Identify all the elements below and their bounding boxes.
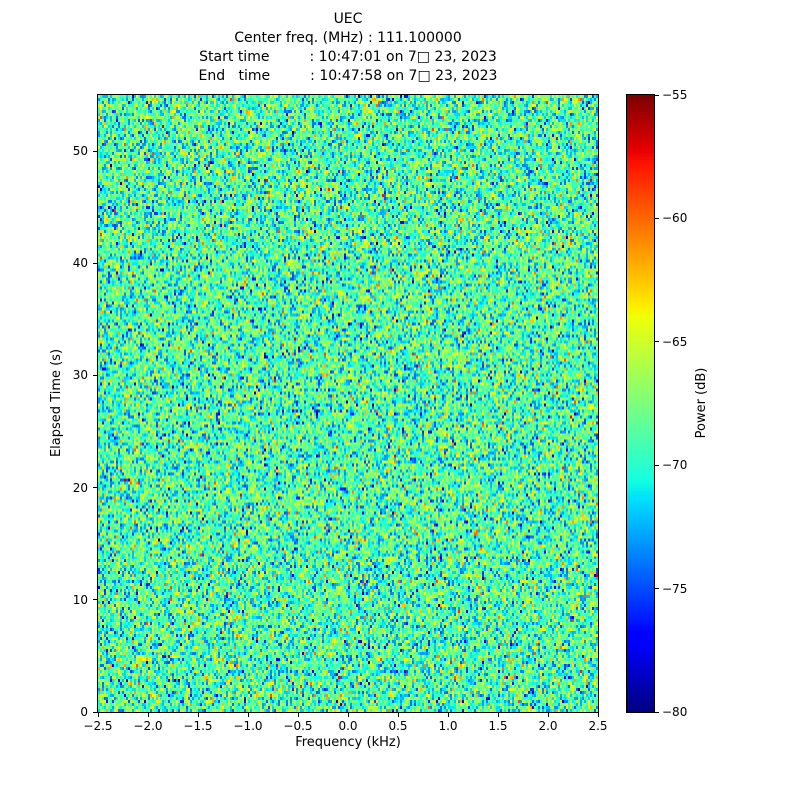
x-tick-mark — [297, 713, 299, 717]
end-time-line: End time : 10:47:58 on 7□ 23, 2023 — [198, 68, 498, 84]
x-tick-label: 1.0 — [438, 719, 458, 733]
colorbar-tick-label: −80 — [662, 705, 688, 719]
colorbar-gradient — [627, 95, 654, 712]
x-axis-label: Frequency (kHz) — [295, 735, 401, 750]
y-tick-label: 0 — [80, 705, 88, 719]
x-tick-mark — [597, 713, 599, 717]
x-tick-mark — [547, 713, 549, 717]
x-tick-label: 2.5 — [588, 719, 608, 733]
colorbar-label: Power (dB) — [694, 367, 709, 439]
y-axis-label: Elapsed Time (s) — [49, 348, 64, 458]
colorbar-tick-mark — [655, 94, 659, 96]
x-tick-mark — [97, 713, 99, 717]
colorbar-tick-label: −75 — [662, 581, 688, 596]
x-tick-mark — [397, 713, 399, 717]
colorbar-tick-label: −60 — [662, 211, 688, 226]
x-tick-mark — [497, 713, 499, 717]
colorbar-tick-mark — [655, 711, 659, 713]
y-tick-label: 40 — [72, 256, 88, 271]
colorbar-tick-label: −55 — [662, 88, 688, 102]
colorbar-tick-mark — [655, 217, 659, 219]
x-tick-label: −1.0 — [233, 719, 263, 733]
colorbar-tick-mark — [655, 464, 659, 466]
x-tick-label: −2.5 — [83, 719, 113, 733]
center-freq-line: Center freq. (MHz) : 111.100000 — [234, 30, 462, 46]
start-time-line: Start time : 10:47:01 on 7□ 23, 2023 — [199, 49, 497, 65]
x-tick-label: 2.0 — [538, 719, 558, 733]
x-tick-label: 0.5 — [388, 719, 408, 733]
title-block: UEC Center freq. (MHz) : 111.100000 Star… — [98, 10, 598, 86]
figure-title: UEC — [333, 11, 363, 27]
x-tick-mark — [247, 713, 249, 717]
x-tick-label: −0.5 — [283, 719, 313, 733]
y-tick-label: 10 — [72, 592, 88, 607]
y-tick-label: 50 — [72, 144, 88, 159]
x-tick-mark — [197, 713, 199, 717]
x-tick-mark — [347, 713, 349, 717]
colorbar-tick-mark — [655, 341, 659, 343]
colorbar-tick-mark — [655, 588, 659, 590]
spectrogram-canvas — [98, 95, 598, 712]
plot-area — [97, 94, 599, 713]
x-tick-mark — [447, 713, 449, 717]
colorbar — [626, 94, 655, 713]
x-tick-label: 0.0 — [338, 719, 358, 733]
x-tick-label: −1.5 — [183, 719, 213, 733]
x-tick-mark — [147, 713, 149, 717]
x-tick-label: −2.0 — [133, 719, 163, 733]
x-tick-label: 1.5 — [488, 719, 508, 733]
